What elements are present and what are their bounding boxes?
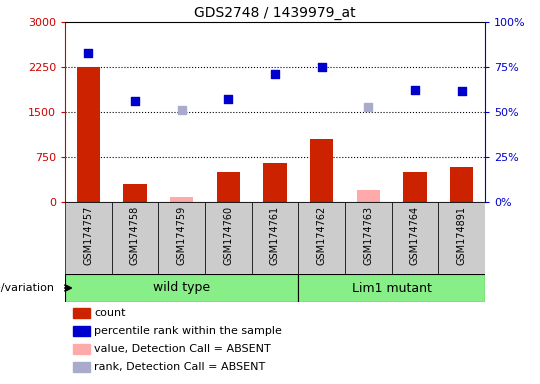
Text: Lim1 mutant: Lim1 mutant (352, 281, 431, 295)
Text: count: count (94, 308, 126, 318)
Bar (356, 190, 380, 202)
Bar (345, 202, 392, 274)
Bar (77, 67, 100, 202)
Bar (264, 163, 287, 202)
Bar (298, 274, 485, 302)
Bar (123, 184, 147, 202)
Bar (438, 202, 485, 274)
Bar (392, 202, 438, 274)
Text: genotype/variation: genotype/variation (0, 283, 54, 293)
Text: percentile rank within the sample: percentile rank within the sample (94, 326, 282, 336)
Bar (65, 202, 112, 274)
Text: rank, Detection Call = ABSENT: rank, Detection Call = ABSENT (94, 362, 266, 372)
Bar (73, 344, 90, 354)
Text: GSM174760: GSM174760 (224, 205, 233, 265)
Point (318, 64, 326, 70)
Bar (73, 362, 90, 372)
Bar (310, 139, 333, 202)
Text: GSM174757: GSM174757 (83, 205, 93, 265)
Text: GSM174891: GSM174891 (457, 205, 467, 265)
Bar (73, 308, 90, 318)
Title: GDS2748 / 1439979_at: GDS2748 / 1439979_at (194, 6, 356, 20)
Bar (298, 202, 345, 274)
Point (177, 107, 186, 113)
Text: GSM174761: GSM174761 (270, 205, 280, 265)
Bar (217, 172, 240, 202)
Text: GSM174758: GSM174758 (130, 205, 140, 265)
Text: GSM174764: GSM174764 (410, 205, 420, 265)
Point (224, 96, 233, 102)
Bar (205, 202, 252, 274)
Text: GSM174763: GSM174763 (363, 205, 373, 265)
Text: value, Detection Call = ABSENT: value, Detection Call = ABSENT (94, 344, 271, 354)
Bar (403, 172, 427, 202)
Point (271, 71, 279, 77)
Bar (158, 202, 205, 274)
Point (364, 104, 373, 110)
Text: wild type: wild type (153, 281, 210, 295)
Bar (65, 274, 298, 302)
Bar (170, 197, 193, 202)
Bar (252, 202, 298, 274)
Text: GSM174759: GSM174759 (177, 205, 187, 265)
Point (84, 50, 93, 56)
Point (131, 98, 139, 104)
Point (411, 87, 420, 93)
Point (457, 88, 466, 94)
Bar (73, 326, 90, 336)
Bar (112, 202, 158, 274)
Bar (450, 167, 474, 202)
Text: GSM174762: GSM174762 (316, 205, 327, 265)
